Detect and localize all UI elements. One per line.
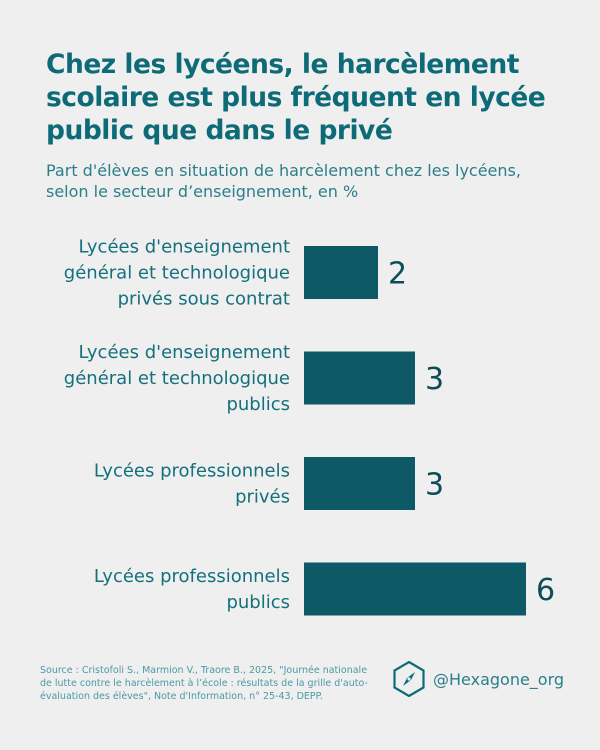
brand: @Hexagone_org [393,660,564,698]
chart-title: Chez les lycéens, le harcèlement scolair… [46,49,546,146]
bar-value-label: 3 [425,362,444,397]
hexagon-compass-logo-icon [393,661,425,697]
category-label: Lycées d'enseignement général et technolo… [64,237,290,310]
category-label: Lycées professionnels privés [94,461,290,508]
bar-3 [304,457,415,510]
bar-chart: 2 Lycées d'enseignement général et technol… [64,237,555,616]
bar-value-label: 6 [536,573,555,608]
bar-2 [304,351,415,405]
bar-4 [304,562,526,616]
brand-handle: @Hexagone_org [433,669,565,689]
bar-1 [304,246,378,299]
chart-subtitle: Part d'élèves en situation de harcèlemen… [46,161,521,201]
bar-value-label: 3 [425,468,444,503]
category-label: Lycées professionnels publics [94,566,290,613]
source-note: Source : Cristofoli S., Marmion V., Trao… [40,665,368,702]
category-label: Lycées d'enseignement général et technolo… [64,342,290,415]
bar-value-label: 2 [388,257,407,292]
